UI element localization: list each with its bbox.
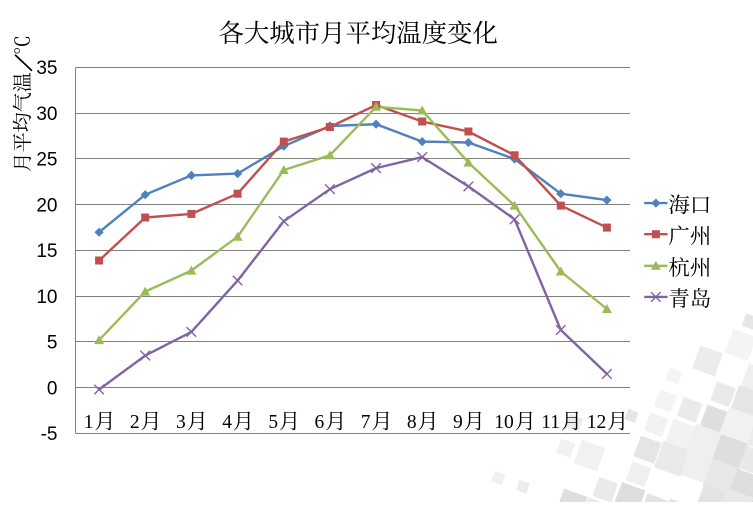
svg-text:30: 30 — [36, 104, 57, 125]
svg-text:5: 5 — [268, 412, 278, 433]
svg-text:11: 11 — [541, 412, 560, 433]
svg-text:10: 10 — [494, 412, 514, 433]
svg-text:4: 4 — [222, 412, 232, 433]
svg-text:7: 7 — [361, 412, 371, 433]
svg-text:8: 8 — [407, 412, 417, 433]
svg-text:25: 25 — [36, 150, 57, 171]
svg-text:35: 35 — [36, 58, 57, 79]
svg-text:15: 15 — [36, 241, 57, 262]
svg-text:0: 0 — [47, 378, 58, 399]
svg-text:5: 5 — [47, 333, 58, 354]
svg-text:6: 6 — [315, 412, 325, 433]
svg-text:12: 12 — [587, 412, 607, 433]
svg-text:3: 3 — [176, 412, 186, 433]
svg-text:20: 20 — [36, 195, 57, 216]
svg-text:1: 1 — [84, 412, 94, 433]
svg-text:2: 2 — [130, 412, 140, 433]
svg-text:10: 10 — [36, 287, 57, 308]
svg-text:-5: -5 — [41, 424, 58, 445]
svg-text:9: 9 — [453, 412, 463, 433]
